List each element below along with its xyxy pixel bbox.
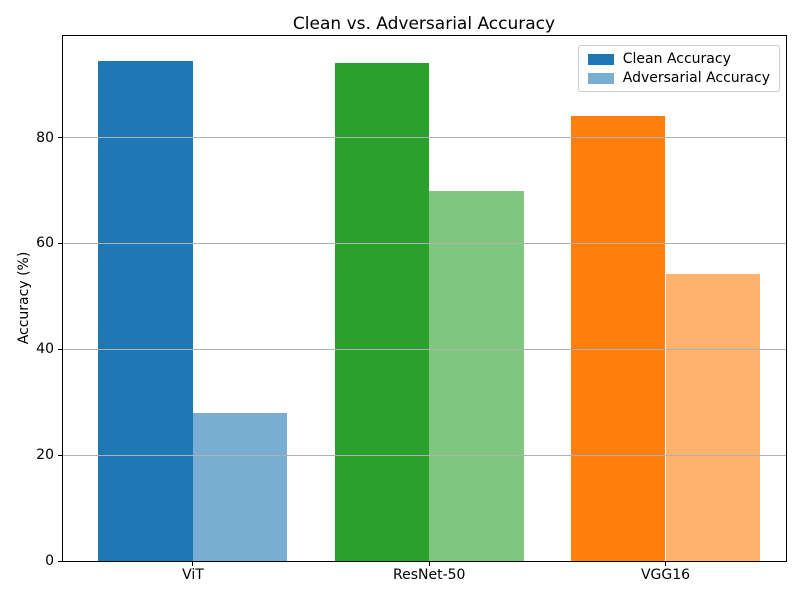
y-tick-label-20: 20 xyxy=(36,447,54,464)
gridline-40 xyxy=(63,348,786,350)
gridline-20 xyxy=(63,454,786,456)
y-tick-mark-0 xyxy=(58,560,62,562)
bar-clean-accuracy-resnet-50 xyxy=(334,62,430,561)
bar-clean-accuracy-vgg16 xyxy=(570,116,666,561)
x-tick-label-vit: ViT xyxy=(182,567,204,583)
legend-swatch-clean-accuracy xyxy=(587,53,614,65)
bar-adversarial-accuracy-vgg16 xyxy=(665,273,760,561)
legend-entry-adversarial-accuracy: Adversarial Accuracy xyxy=(587,70,770,86)
legend-label-clean-accuracy: Clean Accuracy xyxy=(622,51,731,67)
y-tick-mark-60 xyxy=(58,242,62,244)
y-tick-mark-80 xyxy=(58,137,62,139)
x-tick-mark-resnet-50 xyxy=(428,562,430,566)
legend-entry-clean-accuracy: Clean Accuracy xyxy=(587,51,770,67)
plot-area: 0 20 40 60 80 ViT ResNet-50 VGG16 xyxy=(36,35,787,583)
gridline-60 xyxy=(63,242,786,244)
x-tick-label-resnet-50: ResNet-50 xyxy=(392,567,466,583)
legend-label-adversarial-accuracy: Adversarial Accuracy xyxy=(622,70,770,86)
legend: Clean Accuracy Adversarial Accuracy xyxy=(577,45,780,92)
bar-adversarial-accuracy-vit xyxy=(192,412,288,561)
bar-clean-accuracy-vit xyxy=(98,61,193,561)
x-tick-label-vgg16: VGG16 xyxy=(640,567,691,583)
y-tick-label-60: 60 xyxy=(36,235,54,252)
y-axis-label: Accuracy (%) xyxy=(16,251,32,345)
y-tick-label-80: 80 xyxy=(36,129,54,146)
chart-title: Clean vs. Adversarial Accuracy xyxy=(292,14,556,34)
y-tick-mark-20 xyxy=(58,454,62,456)
y-tick-label-0: 0 xyxy=(45,553,54,569)
y-tick-label-40: 40 xyxy=(36,341,54,358)
gridline-80 xyxy=(63,137,786,139)
bar-adversarial-accuracy-resnet-50 xyxy=(429,190,524,561)
legend-swatch-adversarial-accuracy xyxy=(587,72,614,84)
x-tick-mark-vgg16 xyxy=(665,562,666,566)
y-tick-mark-40 xyxy=(58,348,62,350)
x-tick-mark-vit xyxy=(192,562,194,566)
